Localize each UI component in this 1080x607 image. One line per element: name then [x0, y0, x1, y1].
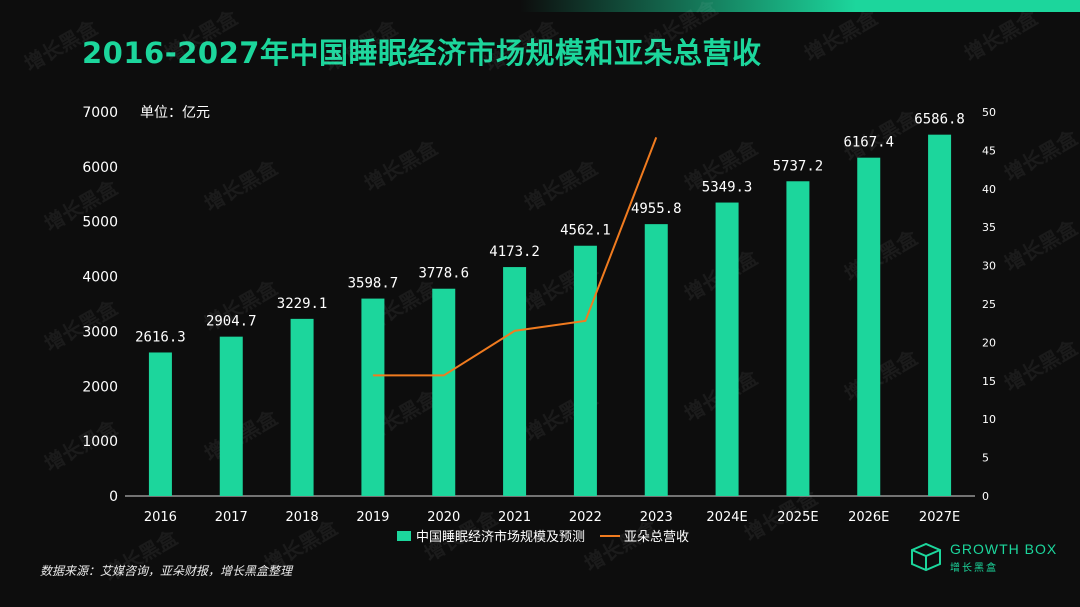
right-tick-label: 5: [982, 452, 989, 465]
category-label: 2020: [427, 510, 460, 525]
right-tick-label: 35: [982, 221, 996, 234]
bar: [432, 288, 456, 496]
left-tick-label: 2000: [82, 379, 118, 395]
right-tick-label: 40: [982, 183, 996, 196]
left-tick-label: 4000: [82, 270, 118, 286]
category-labels: 2016 2017 2018 2019 2020 2021 2022 2023 2024E 202…: [144, 510, 960, 525]
chart-title: 2016-2027年中国睡眠经济市场规模和亚朵总营收: [82, 36, 762, 70]
category-label: 2018: [286, 510, 319, 525]
bar: [148, 352, 172, 496]
category-label: 2026E: [848, 510, 889, 525]
bar-data-label: 6167.4: [843, 135, 894, 151]
left-tick-label: 1000: [82, 434, 118, 450]
category-label: 2025E: [777, 510, 818, 525]
source-note: 数据来源：艾媒咨询，亚朵财报，增长黑盒整理: [40, 564, 293, 578]
left-tick-label: 3000: [82, 324, 118, 340]
logo-text-en: GROWTH BOX: [950, 541, 1058, 557]
bar-data-label: 4173.2: [489, 244, 540, 260]
growth-box-logo-icon: [911, 542, 941, 572]
left-tick-label: 0: [109, 489, 118, 505]
bar-data-label: 3229.1: [277, 296, 328, 312]
category-label: 2021: [498, 510, 531, 525]
bar-data-label: 5349.3: [702, 180, 753, 196]
category-label: 2024E: [706, 510, 747, 525]
bar: [715, 202, 739, 497]
category-label: 2016: [144, 510, 177, 525]
category-label: 2019: [356, 510, 389, 525]
category-label: 2022: [569, 510, 602, 525]
bar-data-labels: 2616.3 2904.7 3229.1 3598.7 3778.6 4173.2 4562…: [135, 112, 965, 346]
bar: [290, 318, 314, 496]
bar: [857, 157, 881, 496]
unit-label: 单位：亿元: [140, 105, 210, 121]
bar-data-label: 3598.7: [348, 276, 399, 292]
bar: [219, 336, 243, 496]
line-series-atour-revenue: [372, 136, 658, 377]
bar: [503, 267, 527, 496]
bar: [573, 245, 597, 496]
bar: [361, 298, 385, 496]
bar: [786, 181, 810, 496]
right-tick-label: 15: [982, 375, 996, 388]
right-tick-label: 10: [982, 413, 996, 426]
left-tick-label: 6000: [82, 160, 118, 176]
legend-label-bar: 中国睡眠经济市场规模及预测: [416, 529, 585, 545]
bar-data-label: 6586.8: [914, 112, 965, 128]
bar-data-label: 2904.7: [206, 314, 257, 330]
category-label: 2023: [640, 510, 673, 525]
right-tick-label: 0: [982, 490, 989, 503]
bar-series: [148, 134, 952, 497]
right-tick-label: 30: [982, 260, 996, 273]
right-axis-ticks: 0 5 10 15 20 25 30 35 40 45 50: [982, 106, 996, 503]
logo-text-cn: 增长黑盒: [950, 563, 998, 574]
legend: 中国睡眠经济市场规模及预测 亚朵总营收: [397, 529, 689, 545]
right-tick-label: 20: [982, 336, 996, 349]
left-tick-label: 7000: [82, 105, 118, 121]
category-label: 2027E: [919, 510, 960, 525]
top-accent-bar: [520, 0, 1080, 12]
bar-data-label: 4562.1: [560, 223, 611, 239]
category-label: 2017: [215, 510, 248, 525]
legend-swatch-bar: [397, 531, 411, 541]
bar: [928, 134, 952, 496]
left-axis-ticks: 0 1000 2000 3000 4000 5000 6000 7000: [82, 105, 118, 505]
bar-data-label: 3778.6: [418, 266, 469, 282]
right-tick-label: 25: [982, 298, 996, 311]
left-tick-label: 5000: [82, 215, 118, 231]
bar-data-label: 2616.3: [135, 329, 186, 345]
bar-data-label: 5737.2: [773, 158, 824, 174]
bar-data-label: 4955.8: [631, 201, 682, 217]
right-tick-label: 50: [982, 106, 996, 119]
bar: [644, 224, 668, 496]
right-tick-label: 45: [982, 144, 996, 157]
legend-label-line: 亚朵总营收: [624, 530, 689, 545]
